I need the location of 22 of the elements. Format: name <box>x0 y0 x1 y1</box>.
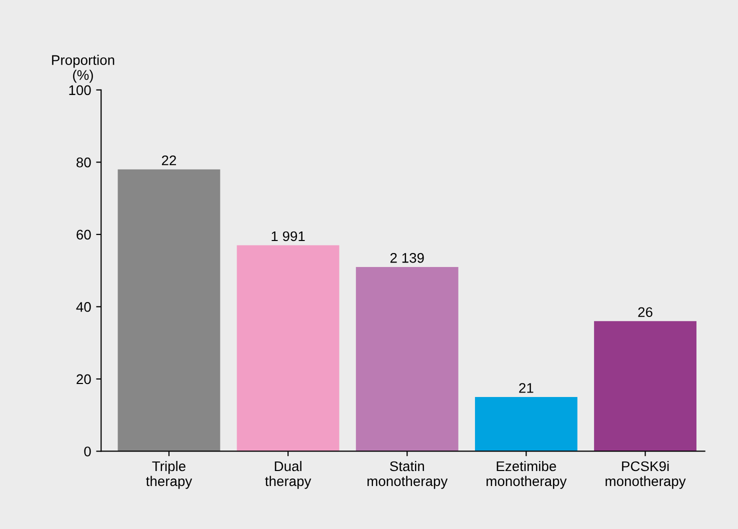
y-axis-title: Proportion (%) <box>52 54 114 83</box>
x-tick-label: Dual therapy <box>265 460 312 489</box>
bar <box>118 169 220 452</box>
x-tick-label: Statin monotherapy <box>368 460 448 489</box>
y-tick-label: 100 <box>69 85 91 96</box>
y-tick-label: 60 <box>76 230 91 240</box>
y-tick-label: 20 <box>76 374 91 384</box>
annotation: 2 139 <box>390 253 424 263</box>
x-tick-label: PCSK9i monotherapy <box>606 460 686 489</box>
bar <box>594 321 696 452</box>
annotation: 1 991 <box>272 231 305 242</box>
y-tick-label: 80 <box>76 158 91 168</box>
bar <box>236 245 340 452</box>
x-tick-label: Triple therapy <box>146 460 192 489</box>
annotation: 21 <box>519 383 534 393</box>
annotation: 26 <box>638 307 652 318</box>
annotation: 22 <box>162 155 176 166</box>
y-tick-label: 40 <box>76 302 91 312</box>
bar <box>474 397 578 452</box>
bar <box>356 266 458 452</box>
x-tick-label: Ezetimibe monotherapy <box>486 460 567 489</box>
y-tick-label: 0 <box>84 446 91 456</box>
